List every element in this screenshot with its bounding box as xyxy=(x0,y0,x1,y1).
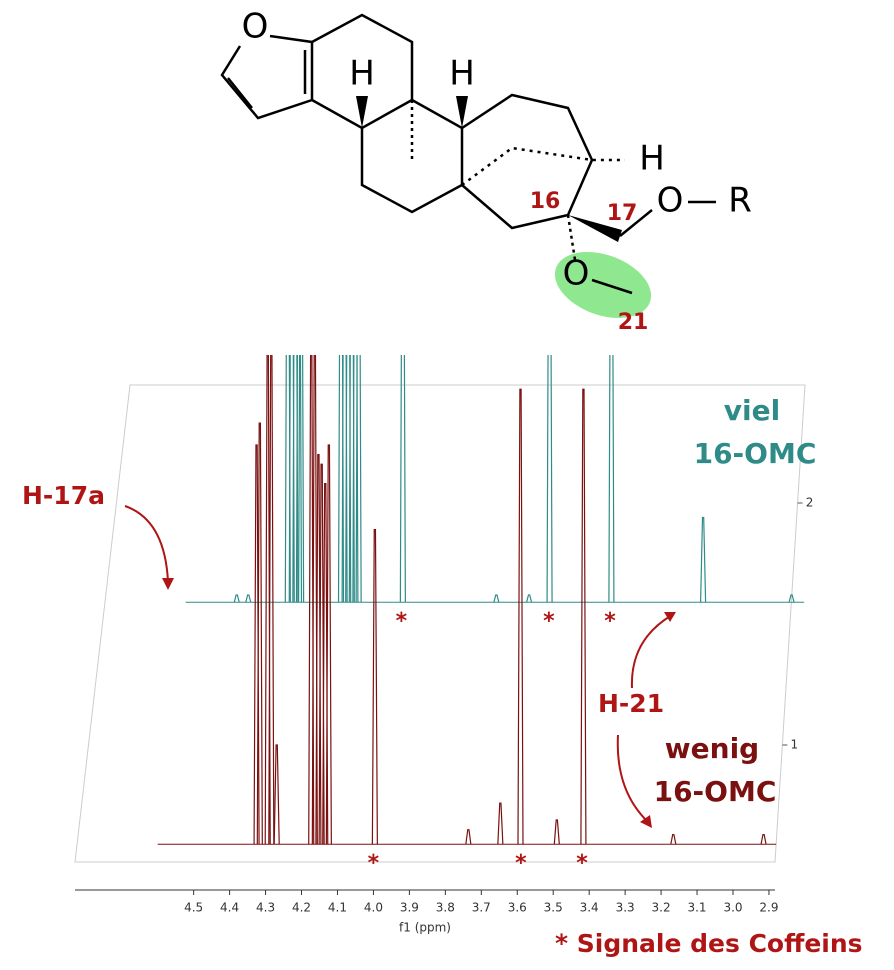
caffeine-marker: * xyxy=(396,609,408,634)
y-tick-label: 2 xyxy=(806,496,814,510)
peak xyxy=(284,355,291,603)
x-tick-label: 3.6 xyxy=(508,901,527,915)
peak xyxy=(268,355,275,845)
wedges xyxy=(356,96,468,128)
plot xyxy=(157,355,805,845)
peak xyxy=(245,594,252,603)
bonds-or xyxy=(619,200,716,237)
wedge-17 xyxy=(568,215,622,242)
arrowhead xyxy=(664,612,676,622)
locant: 16 xyxy=(530,189,561,214)
ring-b xyxy=(311,13,414,130)
caffeine-marker: * xyxy=(576,851,588,876)
x-tick-label: 3.0 xyxy=(723,901,742,915)
caffeine-marker: * xyxy=(368,851,380,876)
annotation: * Signale des Coffeins xyxy=(555,929,863,958)
x-tick-label: 2.9 xyxy=(759,901,778,915)
peak xyxy=(608,355,615,603)
x-tick-label: 3.8 xyxy=(436,901,455,915)
ring-d xyxy=(461,93,594,230)
caffeine-marker: * xyxy=(604,609,616,634)
arrow xyxy=(630,614,673,689)
y-tick-label: 1 xyxy=(791,738,799,752)
peak xyxy=(525,594,533,603)
peak xyxy=(546,355,553,603)
peak xyxy=(493,594,500,603)
x-tick-label: 4.2 xyxy=(292,901,311,915)
x-tick-label: 4.3 xyxy=(256,901,275,915)
x-tick-label: 3.3 xyxy=(616,901,635,915)
series-label: wenig xyxy=(665,732,759,765)
arrow xyxy=(616,734,649,823)
peak xyxy=(788,594,795,603)
peak xyxy=(295,355,303,603)
peak xyxy=(553,819,560,845)
peak xyxy=(311,355,318,845)
peak xyxy=(298,355,305,603)
x-tick-label: 3.1 xyxy=(687,901,706,915)
peak xyxy=(670,833,677,845)
x-tick-label: 3.5 xyxy=(544,901,563,915)
caffeine-marker: * xyxy=(515,851,527,876)
arrow xyxy=(124,505,169,583)
peak xyxy=(497,802,504,845)
series-label: 16-OMC xyxy=(654,775,777,808)
x-axis-label: f1 (ppm) xyxy=(399,921,451,935)
annotation: H-21 xyxy=(598,689,664,718)
peak xyxy=(371,529,378,845)
series-label: 16-OMC xyxy=(694,437,817,470)
x-tick-label: 4.1 xyxy=(328,901,347,915)
ring-c xyxy=(360,98,464,214)
methoxy xyxy=(591,278,633,295)
series-label: viel xyxy=(724,394,780,427)
x-tick-label: 4.0 xyxy=(364,901,383,915)
peak xyxy=(256,422,263,845)
atom: H xyxy=(449,54,475,94)
x-tick-label: 3.4 xyxy=(580,901,599,915)
atom: O xyxy=(657,181,684,221)
bridge xyxy=(461,146,625,187)
atom: O xyxy=(242,7,269,47)
locant: 21 xyxy=(618,310,649,335)
atom: O xyxy=(563,254,590,294)
stack-frame xyxy=(74,384,806,863)
peak xyxy=(465,829,472,845)
peak xyxy=(760,833,767,845)
atom: H xyxy=(639,139,665,179)
bond-om xyxy=(566,214,577,261)
annotation: H-17a xyxy=(22,481,105,510)
double-bonds xyxy=(227,50,307,109)
arrowhead xyxy=(162,578,174,590)
peak xyxy=(700,516,707,603)
x-tick-label: 4.5 xyxy=(184,901,203,915)
locant: 17 xyxy=(607,201,638,226)
caffeine-marker: * xyxy=(543,609,555,634)
furan xyxy=(220,34,314,120)
x-tick-label: 4.4 xyxy=(220,901,239,915)
atom: H xyxy=(349,54,375,94)
peak xyxy=(580,388,587,845)
arrowhead xyxy=(640,815,652,828)
peak xyxy=(233,594,240,603)
x-tick-label: 3.9 xyxy=(400,901,419,915)
atom: R xyxy=(728,181,752,221)
peak xyxy=(355,355,362,603)
peak xyxy=(517,388,524,845)
x-tick-label: 3.2 xyxy=(652,901,671,915)
structure: O H H H O R O 16 17 21 xyxy=(220,7,752,335)
peak xyxy=(273,744,280,845)
peak xyxy=(399,355,406,603)
peak xyxy=(325,444,332,845)
highlight xyxy=(554,252,652,318)
x-tick-label: 3.7 xyxy=(472,901,491,915)
